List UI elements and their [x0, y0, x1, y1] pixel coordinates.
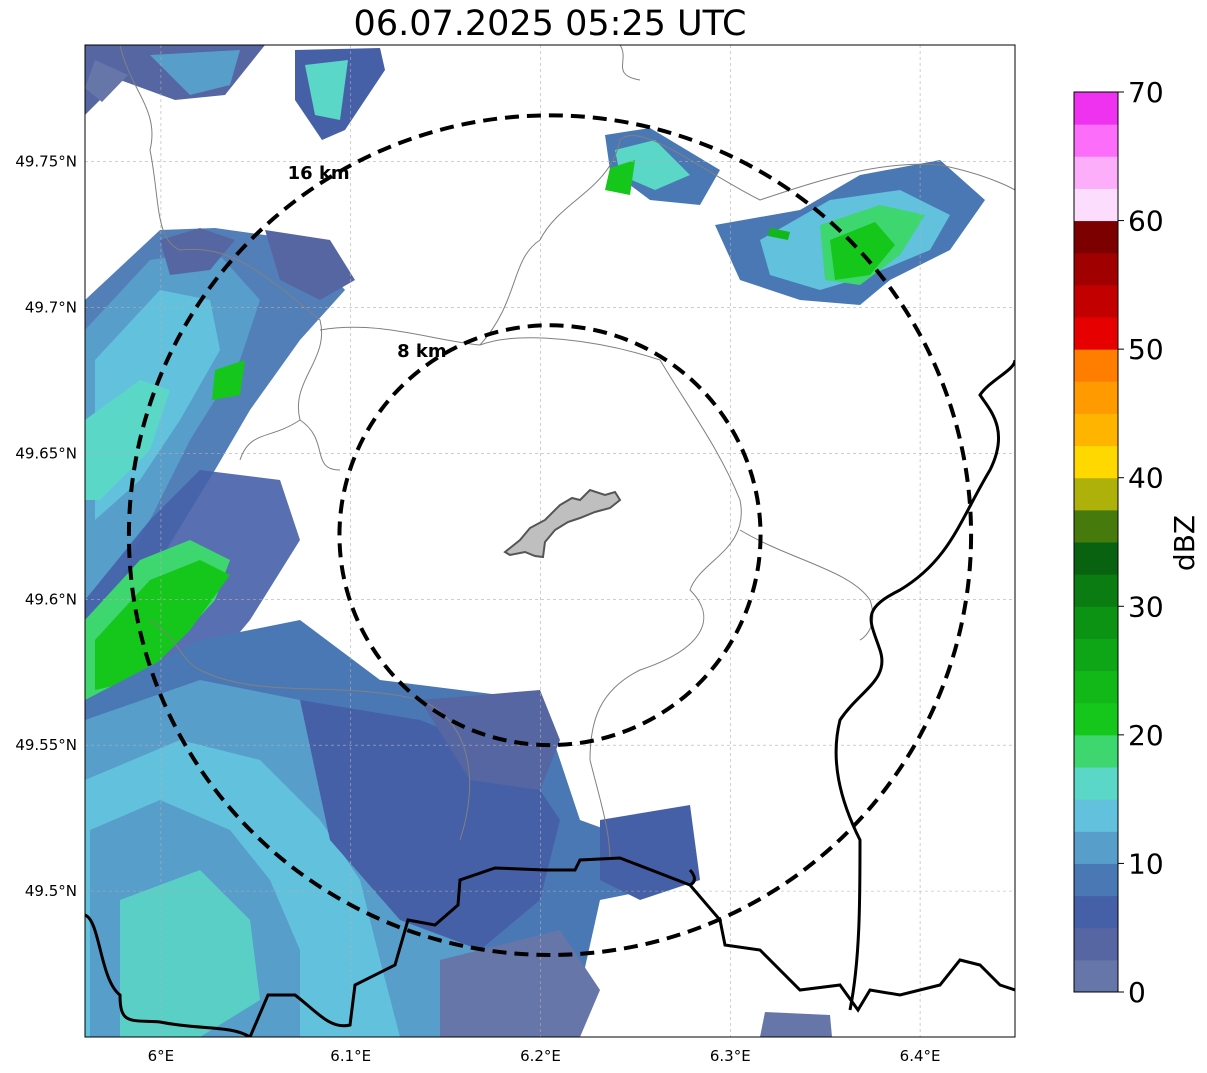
range-ring — [126, 113, 974, 957]
colorbar-bin — [1074, 831, 1118, 864]
lon-tick-label: 6.2°E — [520, 1047, 561, 1065]
colorbar-tick-label: 20 — [1128, 719, 1164, 752]
axis-ticks: 6°E 6.1°E 6.2°E 6.3°E 6.4°E 49.5°N 49.55°N 49.6… — [15, 153, 940, 1065]
echo-band-north — [85, 45, 385, 140]
lat-tick-label: 49.75°N — [15, 153, 77, 171]
colorbar-bin — [1074, 188, 1118, 222]
colorbar-bin — [1074, 767, 1118, 800]
colorbar-bin — [1074, 445, 1118, 479]
colorbar-bin — [1074, 863, 1118, 897]
colorbar-bin — [1074, 252, 1118, 286]
colorbar-bin — [1074, 606, 1118, 639]
lon-tick-label: 6.4°E — [900, 1047, 941, 1065]
colorbar-bin — [1074, 349, 1118, 382]
colorbar-bin — [1074, 509, 1118, 543]
colorbar-bin — [1074, 959, 1118, 993]
echo-band-south — [85, 620, 832, 1037]
colorbar-bin — [1074, 927, 1118, 961]
colorbar-bin — [1074, 156, 1118, 189]
colorbar-bin — [1074, 670, 1118, 704]
plot-frame — [84, 44, 1016, 1038]
radar-echo-layer — [85, 45, 985, 1037]
range-ring-label: 16 km — [288, 163, 350, 184]
lat-tick-label: 49.7°N — [25, 299, 77, 317]
colorbar-tick-label: 70 — [1128, 76, 1164, 109]
colorbar: 0 10 20 30 40 50 60 70 — [1073, 76, 1164, 1009]
colorbar-bin — [1074, 477, 1118, 511]
colorbar-bin — [1074, 92, 1118, 125]
colorbar-label: dBZ — [1168, 515, 1201, 571]
colorbar-bin — [1074, 702, 1118, 736]
colorbar-tick-label: 30 — [1128, 590, 1164, 623]
colorbar-frame — [1073, 91, 1119, 993]
range-rings: 8 km 16 km — [126, 113, 974, 957]
lon-tick-label: 6°E — [148, 1047, 175, 1065]
lon-tick-label: 6.3°E — [710, 1047, 751, 1065]
echo-cluster-northeast — [605, 128, 985, 305]
range-ring-label: 8 km — [397, 341, 447, 362]
colorbar-bin — [1074, 734, 1118, 768]
colorbar-bin — [1074, 413, 1118, 447]
lat-tick-label: 49.55°N — [15, 736, 77, 754]
colorbar-bin — [1074, 799, 1118, 832]
lat-tick-label: 49.6°N — [25, 590, 77, 608]
range-ring — [337, 323, 763, 748]
colorbar-tick-label: 0 — [1128, 976, 1146, 1009]
colorbar-bin — [1074, 124, 1118, 157]
colorbar-tick-label: 50 — [1128, 333, 1164, 366]
colorbar-bin — [1074, 220, 1118, 254]
colorbar-bin — [1074, 284, 1118, 318]
colorbar-bin — [1074, 574, 1118, 607]
regional-borders — [119, 45, 1015, 861]
lon-tick-label: 6.1°E — [330, 1047, 371, 1065]
borders — [85, 45, 1015, 1037]
colorbar-bin — [1074, 542, 1118, 575]
map-title: 06.07.2025 05:25 UTC — [353, 4, 747, 44]
colorbar-tick-label: 40 — [1128, 462, 1164, 495]
colorbar-bin — [1074, 895, 1118, 929]
colorbar-bin — [1074, 317, 1118, 350]
center-feature-grey-area — [503, 488, 622, 559]
colorbar-bin — [1074, 381, 1118, 414]
colorbar-tick-label: 60 — [1128, 205, 1164, 238]
lat-tick-label: 49.65°N — [15, 444, 77, 462]
national-border — [85, 359, 1015, 1037]
colorbar-bin — [1074, 638, 1118, 672]
lat-tick-label: 49.5°N — [25, 882, 77, 900]
colorbar-tick-label: 10 — [1128, 847, 1164, 880]
